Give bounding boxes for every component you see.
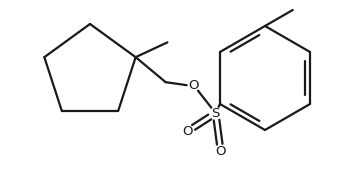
Text: O: O [216,145,226,158]
Text: O: O [188,79,199,92]
Text: S: S [212,107,220,120]
Text: O: O [182,125,193,138]
